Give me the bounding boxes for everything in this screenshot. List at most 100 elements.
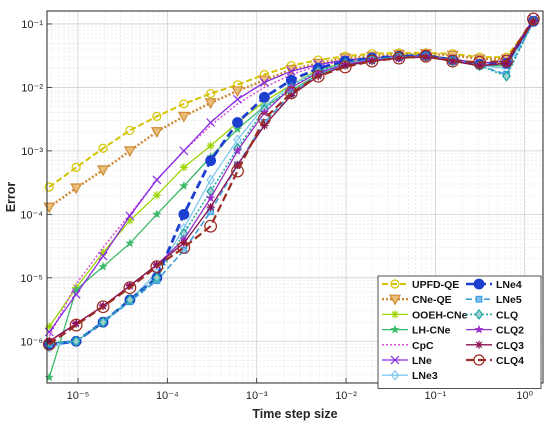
data-point — [152, 272, 162, 284]
data-point — [152, 191, 161, 200]
legend-entry: CLQ2 — [466, 325, 524, 337]
data-point — [96, 300, 110, 314]
data-point — [473, 278, 485, 290]
data-point — [70, 183, 83, 195]
data-point — [206, 174, 215, 186]
data-point — [204, 98, 217, 110]
data-point — [390, 369, 400, 381]
legend-box — [377, 275, 542, 389]
legend-label: OOEH-CNe — [412, 309, 468, 321]
data-point — [390, 279, 400, 289]
data-point — [286, 66, 296, 76]
data-point — [152, 111, 162, 121]
data-point — [446, 54, 460, 68]
legend-label: CLQ — [496, 309, 518, 321]
data-point — [179, 239, 188, 248]
data-point — [205, 193, 216, 203]
data-point — [125, 238, 135, 248]
data-point — [284, 86, 298, 100]
x-tick-label: 10⁻³ — [246, 390, 268, 402]
y-tick-label: 10⁻³ — [21, 146, 43, 158]
data-point — [258, 112, 271, 126]
data-point — [365, 54, 379, 68]
data-point — [391, 310, 399, 319]
data-point — [206, 141, 215, 150]
data-point — [260, 121, 269, 130]
legend-entry: OOEH-CNe — [382, 309, 468, 321]
data-point — [125, 281, 134, 290]
data-point — [177, 241, 191, 254]
data-point — [259, 107, 270, 117]
legend-entry: UPFD-QE — [382, 279, 459, 291]
data-point — [42, 337, 56, 351]
data-point — [259, 77, 269, 87]
data-point — [125, 211, 135, 221]
plot-frame — [46, 10, 544, 384]
data-point — [44, 182, 54, 192]
legend-label: CLQ4 — [496, 355, 524, 367]
data-point — [125, 294, 135, 306]
data-point — [97, 165, 110, 177]
data-point — [125, 125, 135, 136]
legend-label: LNe5 — [496, 294, 522, 306]
data-point — [231, 164, 244, 178]
x-tick-label: 10⁰ — [516, 390, 533, 402]
data-point — [205, 155, 217, 167]
legend-label: LNe4 — [496, 279, 522, 291]
data-point — [392, 51, 406, 65]
legend-label: CNe-QE — [412, 294, 452, 306]
data-point — [419, 49, 433, 63]
data-point — [231, 86, 244, 98]
y-tick-label: 10⁻² — [21, 82, 43, 94]
legend-entry: LNe3 — [382, 369, 438, 382]
data-point — [287, 91, 296, 100]
data-point — [232, 146, 243, 155]
x-tick-label: 10⁻¹ — [425, 390, 447, 402]
data-point — [98, 316, 108, 328]
series-clq4 — [42, 12, 540, 351]
y-tick-label: 10⁻⁴ — [20, 209, 43, 221]
data-point — [177, 111, 190, 123]
data-point — [123, 281, 137, 295]
legend-label: CLQ3 — [496, 340, 524, 352]
data-point — [98, 143, 108, 153]
data-point — [69, 318, 83, 332]
data-point — [529, 17, 538, 26]
data-point — [502, 70, 511, 82]
series-layer — [42, 12, 540, 382]
legend-entry: LH-CNe — [382, 325, 451, 337]
data-point — [500, 54, 513, 68]
data-point — [98, 261, 108, 271]
data-point — [152, 175, 162, 185]
data-point — [233, 94, 242, 104]
data-point — [206, 118, 216, 127]
data-point — [178, 208, 190, 220]
data-point — [45, 322, 54, 331]
data-point — [475, 61, 484, 70]
data-point — [179, 163, 188, 172]
data-point — [311, 69, 325, 83]
y-tick-label: 10⁻⁶ — [20, 336, 43, 348]
data-point — [150, 260, 164, 274]
y-tick-label: 10⁻¹ — [21, 19, 43, 31]
x-tick-label: 10⁻⁵ — [67, 390, 90, 402]
data-point — [388, 294, 402, 306]
data-point — [179, 146, 189, 156]
data-point — [179, 181, 189, 190]
data-point — [71, 162, 81, 172]
data-point — [44, 372, 54, 382]
data-point — [390, 355, 400, 365]
data-point — [206, 203, 215, 212]
data-point — [204, 219, 218, 233]
data-point — [99, 248, 108, 257]
legend-label: LH-CNe — [412, 325, 451, 337]
legend-entry: CLQ4 — [466, 354, 524, 367]
data-point — [474, 324, 484, 334]
data-point — [527, 12, 540, 26]
data-point — [206, 88, 216, 99]
data-point — [473, 354, 485, 366]
data-point — [179, 99, 189, 109]
legend-entry: LNe4 — [466, 278, 522, 291]
data-point — [150, 127, 163, 139]
data-point — [475, 295, 483, 303]
